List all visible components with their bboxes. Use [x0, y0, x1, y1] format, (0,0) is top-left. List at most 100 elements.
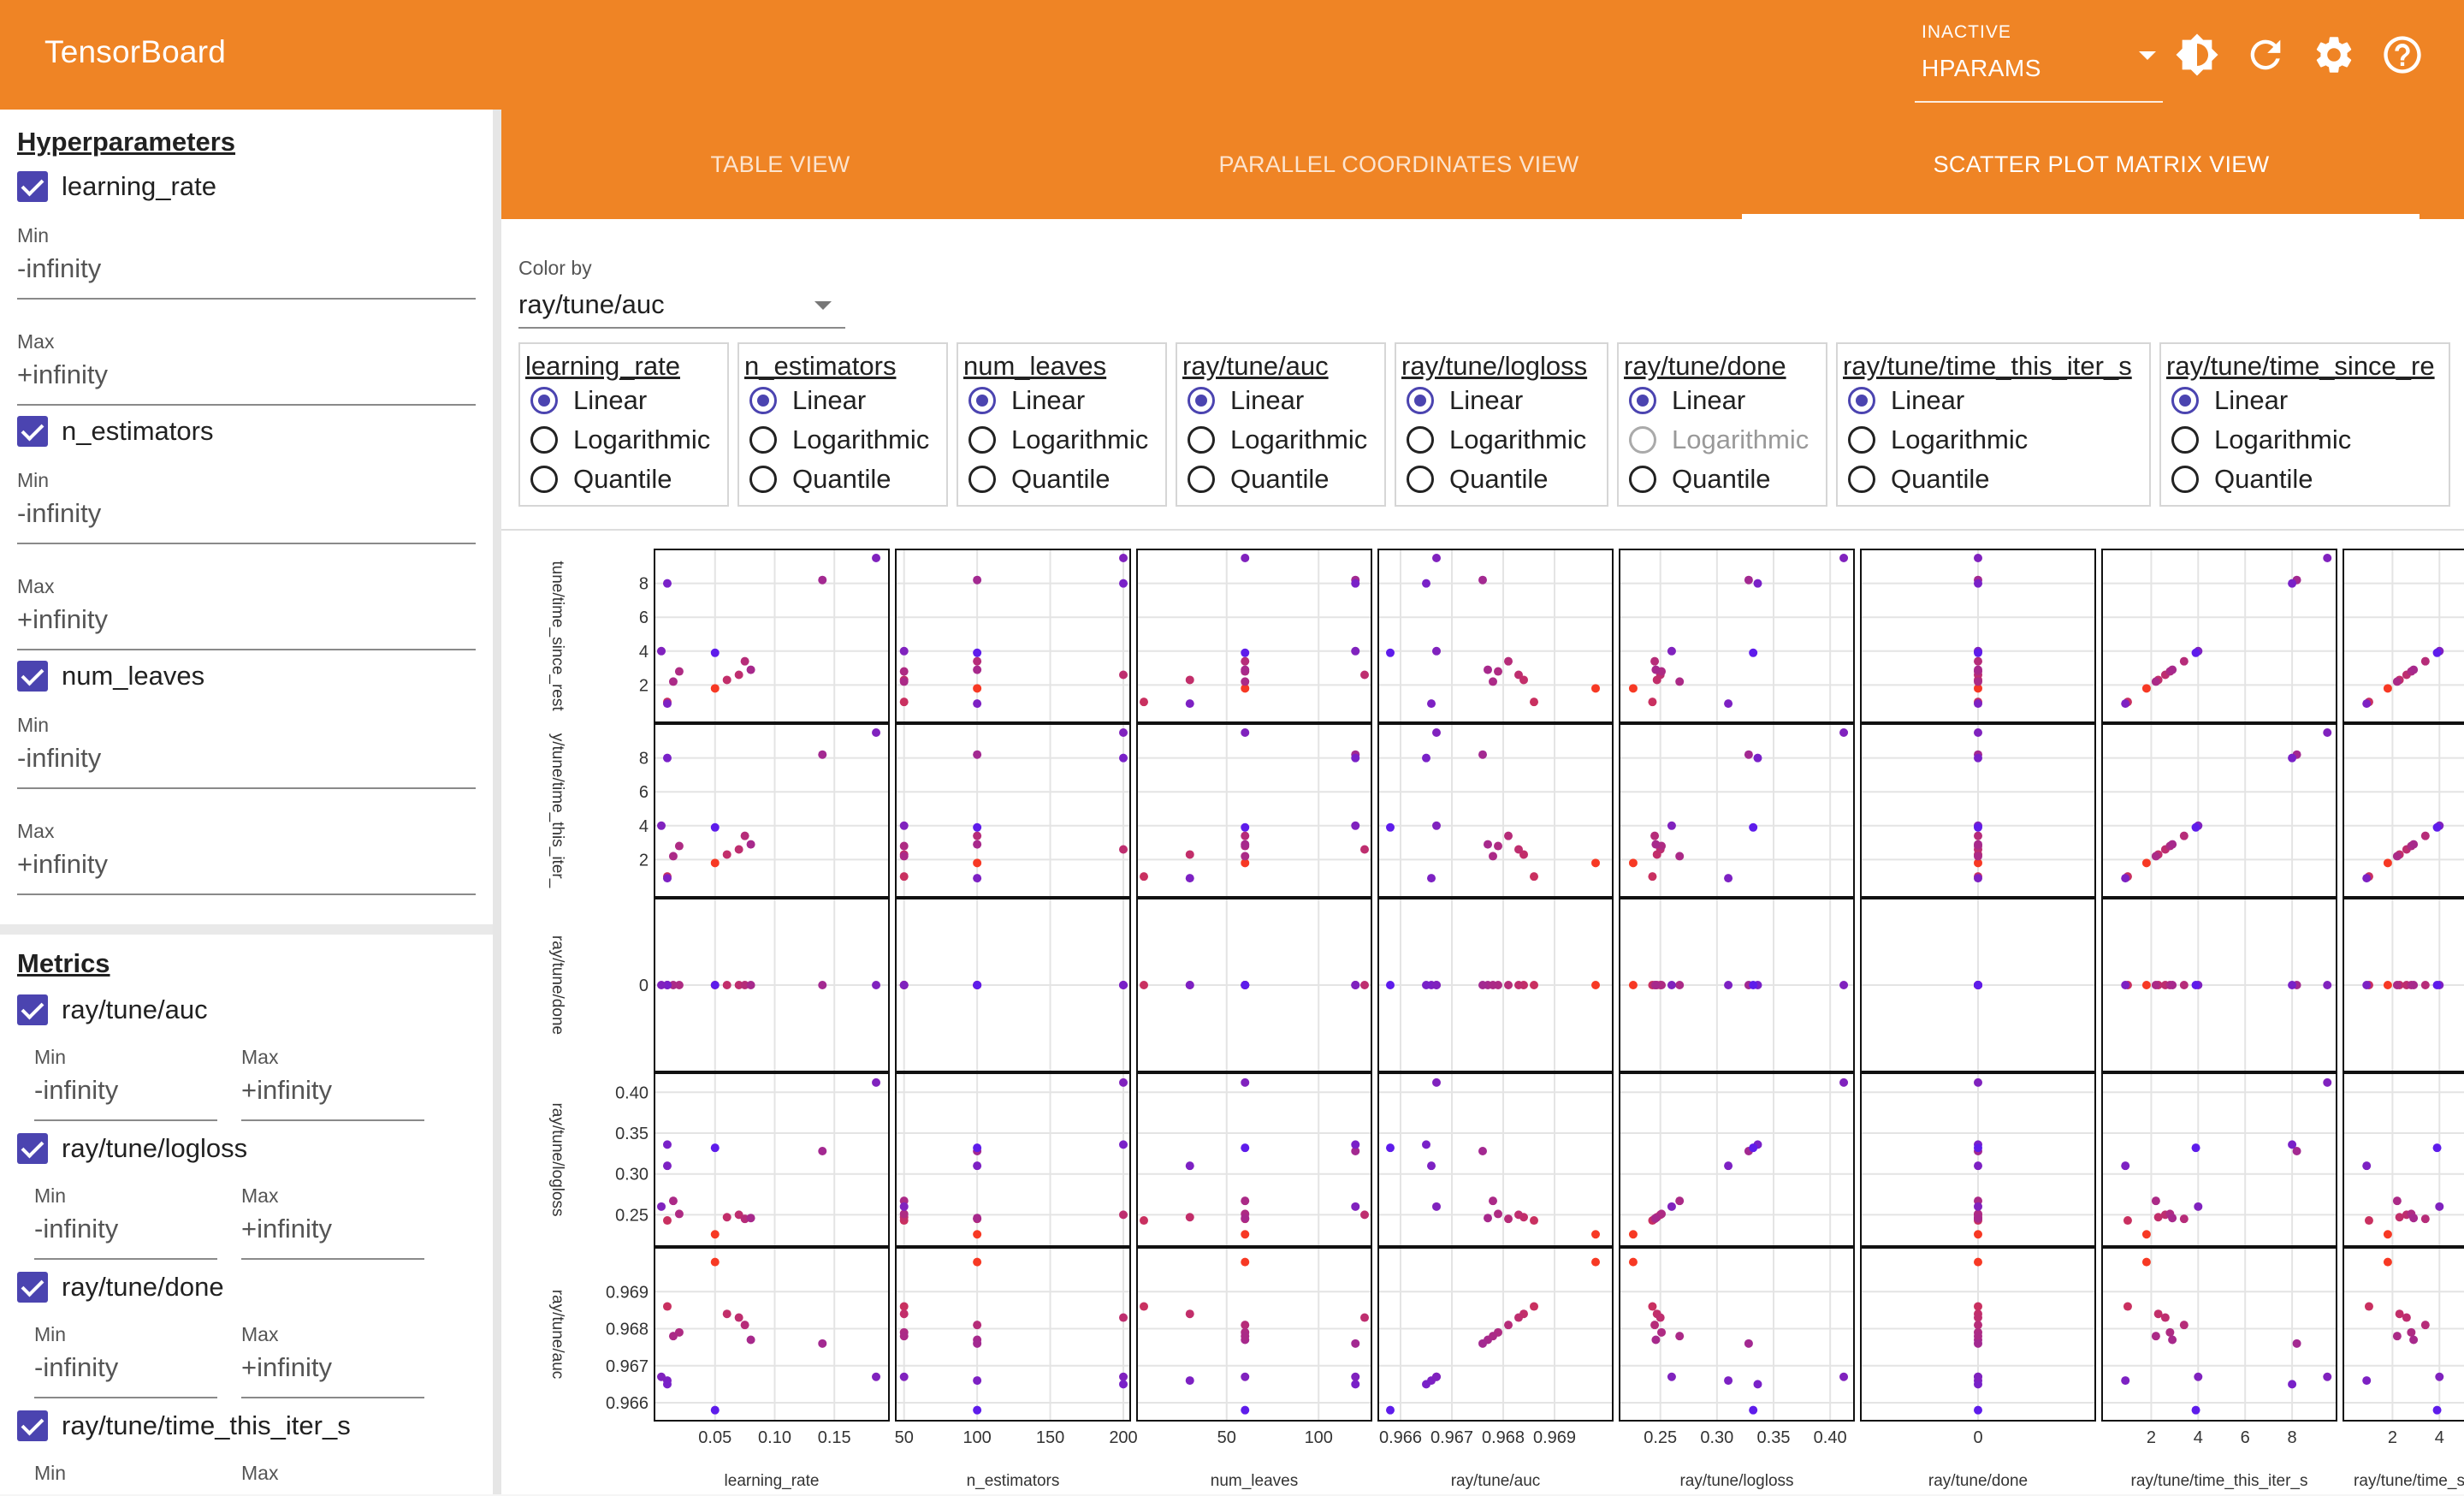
- scale-option-linear[interactable]: Linear: [530, 385, 727, 416]
- help-icon[interactable]: [2380, 33, 2425, 77]
- scatter-cell: [1136, 723, 1372, 898]
- scatter-point: [818, 575, 827, 585]
- done-min-field[interactable]: Min -infinity: [34, 1323, 217, 1402]
- scatter-point: [1119, 845, 1128, 854]
- scatter-point: [740, 1321, 749, 1330]
- scale-option-quantile[interactable]: Quantile: [2171, 464, 2449, 495]
- num-leaves-min-field[interactable]: Min -infinity: [17, 714, 476, 793]
- metric-done-checkbox[interactable]: ray/tune/done: [17, 1272, 359, 1306]
- scatter-point: [2395, 1309, 2404, 1319]
- field-underline: [34, 1397, 217, 1398]
- scatter-point: [2323, 727, 2332, 737]
- metric-logloss-checkbox[interactable]: ray/tune/logloss: [17, 1133, 359, 1167]
- chevron-down-icon[interactable]: [814, 301, 832, 310]
- cell-frame: [1619, 898, 1855, 1072]
- tab-scatter-plot-matrix-view[interactable]: SCATTER PLOT MATRIX VIEW: [1933, 151, 2270, 177]
- sidebar-resize-handle[interactable]: [493, 110, 501, 1494]
- time-this-iter-min-field[interactable]: Min: [34, 1462, 217, 1496]
- scatter-cell: [2343, 1072, 2464, 1247]
- scatter-point: [1432, 821, 1441, 830]
- scatter-point: [740, 656, 749, 666]
- scale-option-quantile[interactable]: Quantile: [1407, 464, 1607, 495]
- scatter-point: [746, 1214, 755, 1223]
- scale-option-linear[interactable]: Linear: [1188, 385, 1384, 416]
- scale-option-logarithmic[interactable]: Logarithmic: [1407, 424, 1607, 455]
- scatter-point: [2364, 1216, 2373, 1226]
- run-selector-dropdown[interactable]: INACTIVE HPARAMS: [1915, 19, 2163, 103]
- field-underline: [17, 787, 476, 789]
- scatter-point: [1974, 665, 1982, 674]
- scale-option-linear[interactable]: Linear: [1848, 385, 2149, 416]
- num-leaves-max-field[interactable]: Max +infinity: [17, 820, 476, 899]
- field-underline: [17, 298, 476, 300]
- scale-option-quantile[interactable]: Quantile: [1188, 464, 1384, 495]
- scatter-point: [899, 1202, 909, 1211]
- scale-option-quantile[interactable]: Quantile: [1848, 464, 2149, 495]
- hparam-num-leaves-checkbox[interactable]: num_leaves: [17, 661, 359, 695]
- auc-max-field[interactable]: Max +infinity: [241, 1046, 424, 1125]
- scale-option-quantile[interactable]: Quantile: [749, 464, 946, 495]
- color-by-select[interactable]: ray/tune/auc: [518, 289, 665, 319]
- logloss-min-field[interactable]: Min -infinity: [34, 1184, 217, 1263]
- scatter-point: [1667, 1202, 1676, 1211]
- scale-option-quantile[interactable]: Quantile: [968, 464, 1165, 495]
- settings-icon[interactable]: [2312, 33, 2356, 77]
- scatter-point: [1667, 981, 1676, 989]
- done-max-field[interactable]: Max +infinity: [241, 1323, 424, 1402]
- row-axis-label: tune/time_since_rest: [548, 561, 566, 711]
- scatter-point: [1241, 831, 1250, 840]
- metric-auc-checkbox[interactable]: ray/tune/auc: [17, 994, 359, 1029]
- hparam-n-estimators-checkbox[interactable]: n_estimators: [17, 416, 359, 450]
- scatter-plot-matrix[interactable]: tune/time_since_rest 2 4 6 8 y/tune/time_this…: [501, 529, 2464, 1494]
- n-estimators-min-field[interactable]: Min -infinity: [17, 469, 476, 548]
- n-estimators-max-field[interactable]: Max +infinity: [17, 575, 476, 654]
- scatter-point: [2151, 981, 2160, 989]
- scale-option-quantile[interactable]: Quantile: [1629, 464, 1826, 495]
- scatter-point: [1351, 981, 1360, 989]
- scale-option-linear[interactable]: Linear: [2171, 385, 2449, 416]
- metric-time-this-iter-checkbox[interactable]: ray/tune/time_this_iter_s: [17, 1410, 445, 1445]
- tab-parallel-coordinates-view[interactable]: PARALLEL COORDINATES VIEW: [1218, 151, 1579, 177]
- scatter-point: [818, 750, 827, 759]
- cell-frame: [654, 549, 890, 723]
- scatter-point: [1432, 553, 1441, 562]
- scale-option-logarithmic[interactable]: Logarithmic: [1188, 424, 1384, 455]
- scale-option-quantile[interactable]: Quantile: [530, 464, 727, 495]
- brightness-icon[interactable]: [2175, 33, 2219, 77]
- scatter-cell: [1136, 549, 1372, 723]
- scatter-point: [668, 677, 678, 686]
- radio-selected-icon: [1188, 387, 1215, 414]
- scale-option-linear[interactable]: Linear: [1407, 385, 1607, 416]
- scatter-point: [1974, 699, 1982, 709]
- scale-option-logarithmic[interactable]: Logarithmic: [1848, 424, 2149, 455]
- cell-frame: [1136, 898, 1372, 1072]
- scatter-point: [2179, 831, 2189, 840]
- scale-option-linear[interactable]: Linear: [1629, 385, 1826, 416]
- logloss-max-field[interactable]: Max +infinity: [241, 1184, 424, 1263]
- scale-option-logarithmic[interactable]: Logarithmic: [530, 424, 727, 455]
- scale-column-name: num_leaves: [963, 351, 1107, 381]
- scatter-point: [734, 670, 743, 680]
- learning-rate-min-field[interactable]: Min -infinity: [17, 224, 476, 303]
- refresh-icon[interactable]: [2243, 33, 2288, 77]
- scatter-point: [1351, 1380, 1360, 1389]
- scatter-point: [1241, 1405, 1250, 1415]
- tab-table-view[interactable]: TABLE VIEW: [710, 151, 850, 177]
- scale-option-logarithmic[interactable]: Logarithmic: [749, 424, 946, 455]
- radio-empty-icon: [2171, 426, 2199, 454]
- y-tick-label: 6: [639, 783, 649, 802]
- learning-rate-max-field[interactable]: Max +infinity: [17, 330, 476, 409]
- scatter-cell: [895, 898, 1131, 1072]
- scatter-point: [973, 665, 982, 674]
- auc-min-field[interactable]: Min -infinity: [34, 1046, 217, 1125]
- scale-option-logarithmic[interactable]: Logarithmic: [968, 424, 1165, 455]
- scale-option-linear[interactable]: Linear: [749, 385, 946, 416]
- scale-option-logarithmic[interactable]: Logarithmic: [2171, 424, 2449, 455]
- scatter-point: [740, 831, 749, 840]
- y-tick-label: 2: [639, 676, 649, 695]
- scale-option-linear[interactable]: Linear: [968, 385, 1165, 416]
- time-this-iter-max-field[interactable]: Max: [241, 1462, 424, 1496]
- scatter-point: [1839, 553, 1849, 562]
- hparam-learning-rate-checkbox[interactable]: learning_rate: [17, 171, 359, 205]
- scatter-cell: [2101, 1072, 2337, 1247]
